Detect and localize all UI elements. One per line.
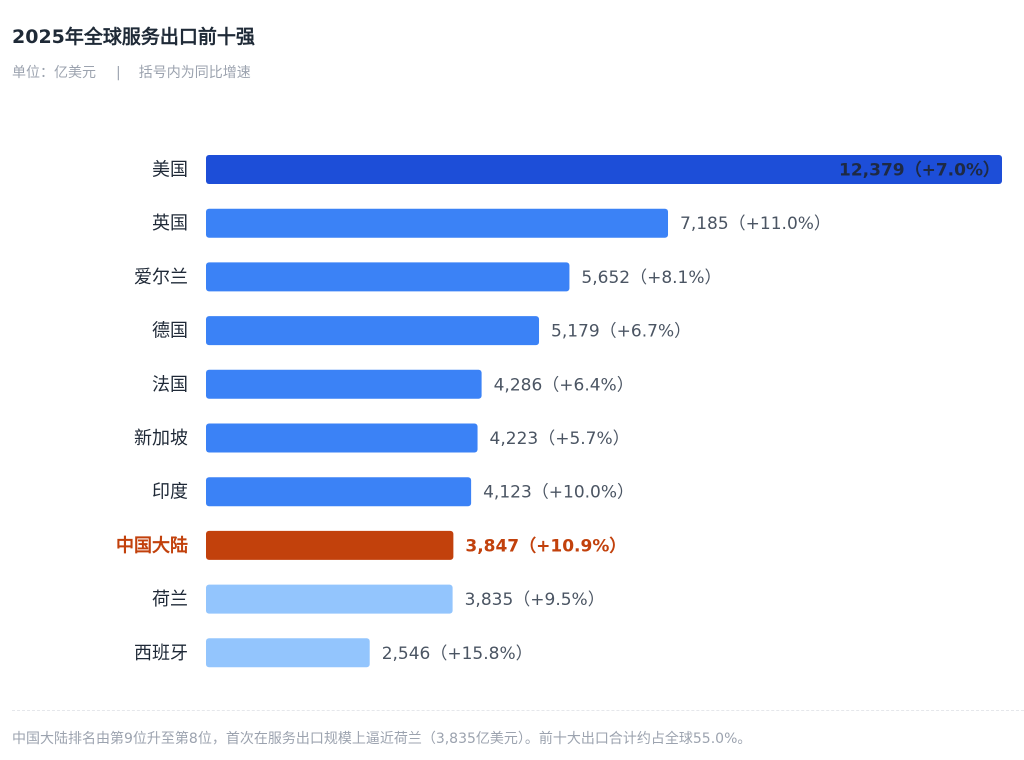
value-label: 12,379（+7.0%） <box>839 160 1000 181</box>
footnote: 中国大陆排名由第9位升至第8位，首次在服务出口规模上逼近荷兰（3,835亿美元）… <box>12 731 752 747</box>
chart-title: 2025年全球服务出口前十强 <box>12 26 255 48</box>
bar-row-4: 法国 4,286（+6.4%） <box>152 369 634 399</box>
category-label: 美国 <box>152 160 188 181</box>
bar <box>206 584 453 614</box>
bar-row-0: 美国 12,379（+7.0%） <box>152 155 1002 184</box>
category-label: 印度 <box>152 482 188 503</box>
value-label: 4,223（+5.7%） <box>490 429 630 449</box>
value-label: 2,546（+15.8%） <box>382 644 533 664</box>
category-label: 法国 <box>152 374 188 395</box>
bar-row-6: 印度 4,123（+10.0%） <box>152 477 634 507</box>
category-label: 新加坡 <box>134 428 188 449</box>
category-label: 德国 <box>152 321 188 342</box>
bar <box>206 316 540 346</box>
bar-row-2: 爱尔兰 5,652（+8.1%） <box>134 262 722 292</box>
bar-row-7: 中国大陆 3,847（+10.9%） <box>116 530 626 560</box>
subtitle-separator: | <box>116 65 121 81</box>
bar <box>206 530 454 560</box>
bar <box>206 208 669 238</box>
category-label: 爱尔兰 <box>134 267 188 288</box>
value-label: 3,835（+9.5%） <box>465 590 605 610</box>
category-label: 英国 <box>152 213 188 234</box>
value-label: 4,123（+10.0%） <box>483 483 634 503</box>
bar <box>206 477 472 507</box>
unit-label: 单位：亿美元 <box>12 65 96 81</box>
growth-note: 括号内为同比增速 <box>138 65 251 81</box>
bar-chart: 美国 12,379（+7.0%） 英国 7,185（+11.0%） 爱尔兰 5,652（+… <box>116 155 1002 668</box>
bar <box>206 638 370 668</box>
bar-row-3: 德国 5,179（+6.7%） <box>152 316 691 346</box>
bar <box>206 155 1002 184</box>
value-label: 4,286（+6.4%） <box>494 375 634 395</box>
bar <box>206 423 478 453</box>
value-label: 7,185（+11.0%） <box>680 214 831 234</box>
value-label: 5,179（+6.7%） <box>551 322 691 342</box>
bar <box>206 369 482 399</box>
bar-row-9: 西班牙 2,546（+15.8%） <box>134 638 533 668</box>
footer-divider <box>12 710 1024 711</box>
bar-row-5: 新加坡 4,223（+5.7%） <box>134 423 630 453</box>
bar-row-1: 英国 7,185（+11.0%） <box>152 208 831 238</box>
category-label: 西班牙 <box>134 643 188 664</box>
chart-subtitle: 单位：亿美元 | 括号内为同比增速 <box>12 62 251 82</box>
bar-row-8: 荷兰 3,835（+9.5%） <box>152 584 605 614</box>
category-label: 中国大陆 <box>116 534 188 556</box>
category-label: 荷兰 <box>152 589 188 610</box>
value-label: 5,652（+8.1%） <box>581 268 721 288</box>
bar <box>206 262 570 292</box>
value-label: 3,847（+10.9%） <box>465 535 626 556</box>
